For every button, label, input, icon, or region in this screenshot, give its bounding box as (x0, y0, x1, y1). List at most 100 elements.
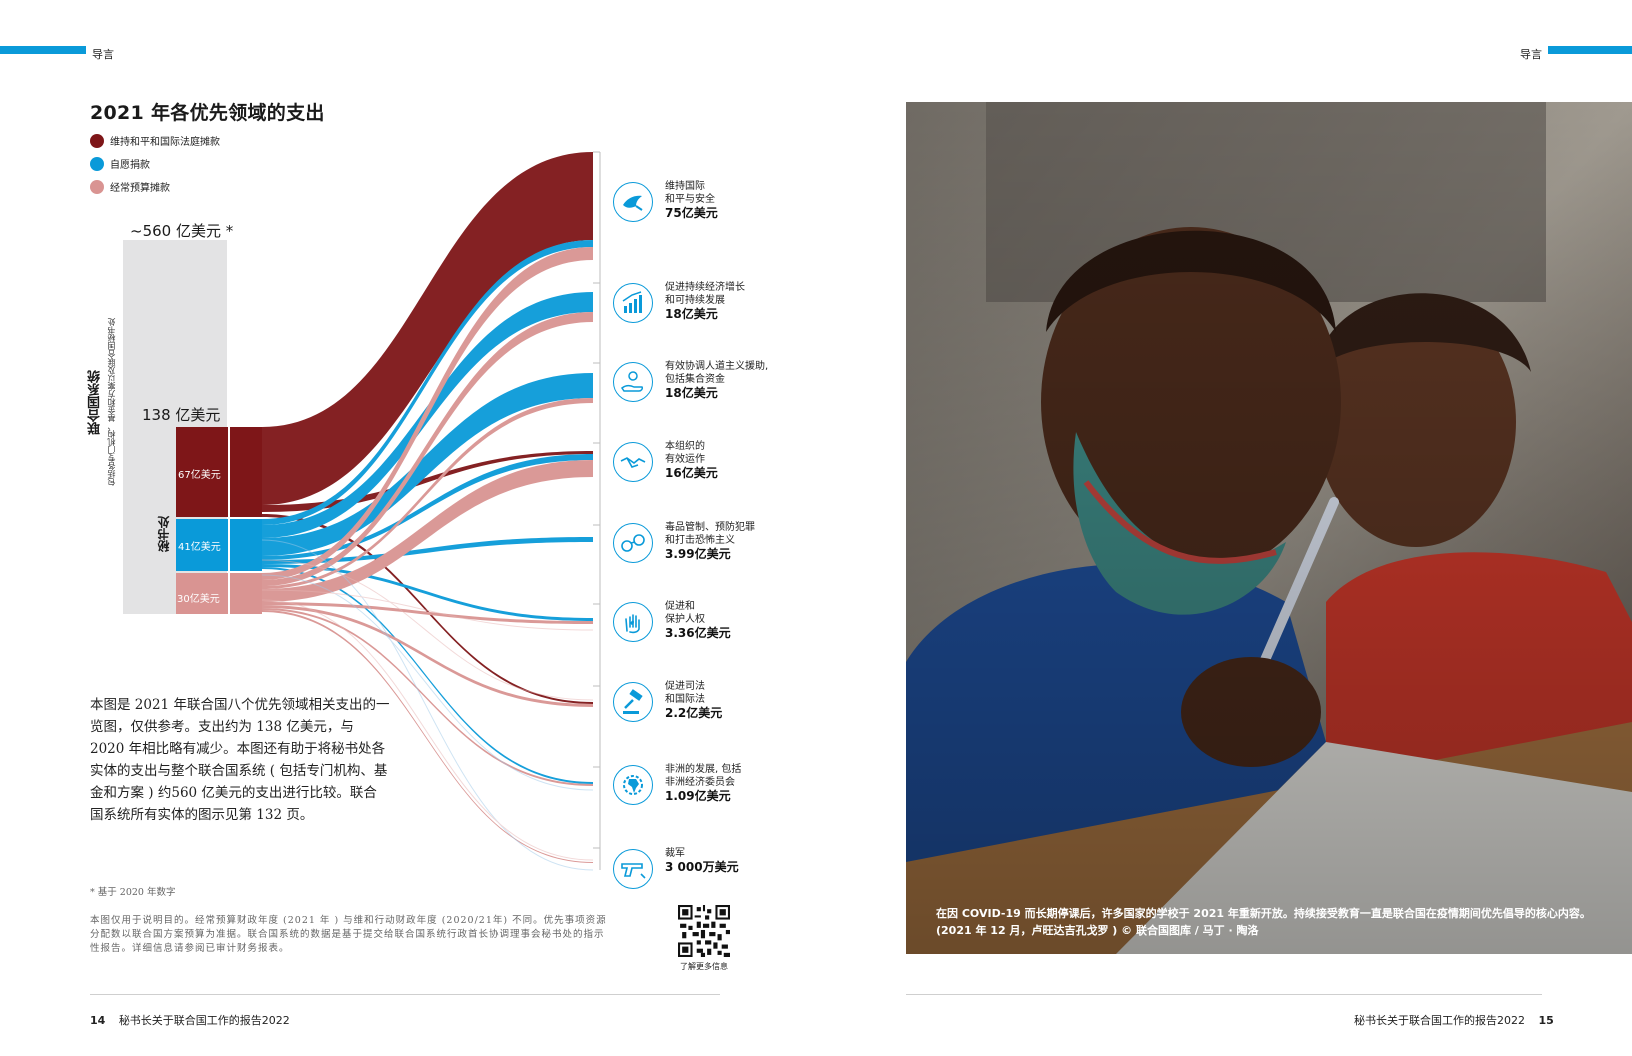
category-label-line: 促进司法 (665, 681, 705, 692)
category-justice-law: 促进司法和国际法 2.2亿美元 (613, 680, 783, 722)
category-drugs-crime: 毒品管制、预防犯罪 和打击恐怖主义 3.99亿美元 (613, 521, 783, 563)
secretariat-segment-voluntary (176, 519, 228, 571)
flow-voluntary-to-rights (262, 564, 593, 621)
page-number-right: 15 (1538, 1014, 1554, 1027)
category-value: 75亿美元 (665, 206, 718, 220)
category-label-line: 和可持续发展 (665, 295, 725, 306)
category-label-line: 保护人权 (665, 614, 705, 625)
category-value: 18亿美元 (665, 307, 718, 321)
gun-icon (613, 849, 653, 889)
photo-children-classroom (906, 102, 1632, 954)
handcuffs-icon (613, 523, 653, 563)
category-value: 16亿美元 (665, 466, 718, 480)
un-system-subtitle: 包括各专门机构、基金和方案以及联合国秘书处 (107, 318, 116, 486)
category-label-line: 非洲的发展, 包括 (665, 764, 742, 775)
flow-regular-to-justice (262, 605, 593, 707)
flow-source-peacekeeping (230, 427, 262, 517)
flow-voluntary-to-drugs (262, 537, 593, 564)
report-title-right: 秘书长关于联合国工作的报告2022 (1354, 1014, 1525, 1027)
sankey-diagram (123, 151, 601, 871)
footer-rule-left (90, 994, 720, 995)
category-label-line: 非洲经济委员会 (665, 777, 735, 788)
un-system-total-label: ~560 亿美元 * (130, 222, 234, 240)
chart-title: 2021 年各优先领域的支出 (90, 102, 325, 124)
legend-swatch (90, 179, 104, 194)
flow-voluntary-to-operations (262, 454, 593, 560)
category-humanitarian: 有效协调人道主义援助, 包括集合资金 18亿美元 (613, 360, 783, 402)
category-label-line: 和国际法 (665, 694, 705, 705)
raised-hand-icon (613, 602, 653, 642)
flow-regular-to-rights (262, 602, 593, 624)
category-label-line: 有效运作 (665, 454, 705, 465)
category-label-line: 和打击恐怖主义 (665, 535, 735, 546)
category-disarmament: 裁军 3 000万美元 (613, 847, 783, 889)
category-economic-growth: 促进持续经济增长 和可持续发展 18亿美元 (613, 281, 783, 323)
category-operations: 本组织的有效运作 16亿美元 (613, 440, 783, 482)
flow-peacekeeping-to-peace (262, 152, 593, 505)
running-head-left: 导言 (92, 48, 114, 61)
destination-ticks (593, 151, 600, 849)
secretariat-segment-peacekeeping (176, 427, 228, 517)
header-accent-bar-right (1548, 46, 1632, 54)
flow-regular-to-operations (262, 460, 593, 602)
category-human-rights: 促进和保护人权 3.36亿美元 (613, 600, 783, 642)
category-value: 3.99亿美元 (665, 547, 731, 561)
qr-label: 了解更多信息 (680, 962, 728, 971)
legend-item-regular-budget: 经常预算摊款 (90, 179, 170, 194)
growth-chart-icon (613, 283, 653, 323)
helping-hand-icon (613, 362, 653, 402)
legend-item-peacekeeping: 维持和平和国际法庭摊款 (90, 133, 220, 148)
flow-voluntary-to-peace (262, 240, 593, 525)
legend-label: 经常预算摊款 (110, 183, 170, 194)
flow-voluntary-to-humanitarian (262, 373, 593, 556)
flow-regular-to-peace (262, 247, 593, 580)
flow-peacekeeping-to-operations (262, 451, 593, 512)
category-value: 2.2亿美元 (665, 706, 723, 720)
running-head-right: 导言 (1520, 48, 1542, 61)
page-number-left: 14 (90, 1014, 106, 1027)
footer-right: 秘书长关于联合国工作的报告2022 15 (1354, 1012, 1554, 1028)
category-peace-security: 维持国际和平与安全 75亿美元 (613, 180, 783, 222)
category-label-line: 裁军 (665, 848, 685, 859)
flow-source-regular (230, 573, 262, 614)
flow-regular-to-economic (262, 312, 593, 586)
legend-label: 维持和平和国际法庭摊款 (110, 137, 220, 148)
un-system-name: 联合国系统 (88, 370, 103, 435)
flow-source-voluntary (230, 519, 262, 571)
qr-code[interactable] (678, 905, 730, 957)
dove-icon (613, 182, 653, 222)
footer-left: 14 秘书长关于联合国工作的报告2022 (90, 1012, 290, 1028)
body-paragraph: 本图是 2021 年联合国八个优先领域相关支出的一览图，仅供参考。支出约为 13… (90, 697, 390, 823)
legend-item-voluntary: 自愿捐款 (90, 156, 150, 171)
photo-caption: 在因 COVID-19 而长期停课后，许多国家的学校于 2021 年重新开放。持… (936, 907, 1591, 937)
secretariat-total-label: 138 亿美元 (142, 406, 221, 424)
report-title-left: 秘书长关于联合国工作的报告2022 (118, 1014, 290, 1027)
category-africa: 非洲的发展, 包括 非洲经济委员会 1.09亿美元 (613, 763, 783, 805)
category-label-line: 促进和 (665, 601, 695, 612)
category-value: 3.36亿美元 (665, 626, 731, 640)
category-label-line: 包括集合资金 (665, 374, 725, 385)
category-value: 1.09亿美元 (665, 789, 731, 803)
africa-gear-icon (613, 765, 653, 805)
category-label-line: 维持国际 (665, 181, 705, 192)
category-value: 18亿美元 (665, 386, 718, 400)
legend-swatch (90, 133, 104, 148)
secretariat-name: 秘书处 (157, 516, 171, 552)
category-label-line: 有效协调人道主义援助, (665, 361, 769, 372)
segment-label-voluntary: 41亿美元 (178, 542, 221, 553)
footnote-body: 本图仅用于说明目的。经常预算财政年度 (2021 年 ) 与维和行动财政年度 (… (90, 915, 607, 954)
legend-label: 自愿捐款 (110, 160, 150, 171)
footnote-star: * 基于 2020 年数字 (90, 887, 176, 898)
category-label-line: 本组织的 (665, 441, 705, 452)
segment-label-regular: 30亿美元 (177, 594, 220, 605)
category-value: 3 000万美元 (665, 860, 739, 874)
category-label-line: 毒品管制、预防犯罪 (665, 522, 755, 533)
segment-label-peacekeeping: 67亿美元 (178, 470, 221, 481)
gavel-icon (613, 682, 653, 722)
system-faint-lines (261, 539, 594, 871)
legend-swatch (90, 156, 104, 171)
header-accent-bar-left (0, 46, 86, 54)
secretariat-segment-regular (176, 573, 228, 614)
footer-rule-right (906, 994, 1542, 995)
category-label-line: 和平与安全 (665, 194, 715, 205)
